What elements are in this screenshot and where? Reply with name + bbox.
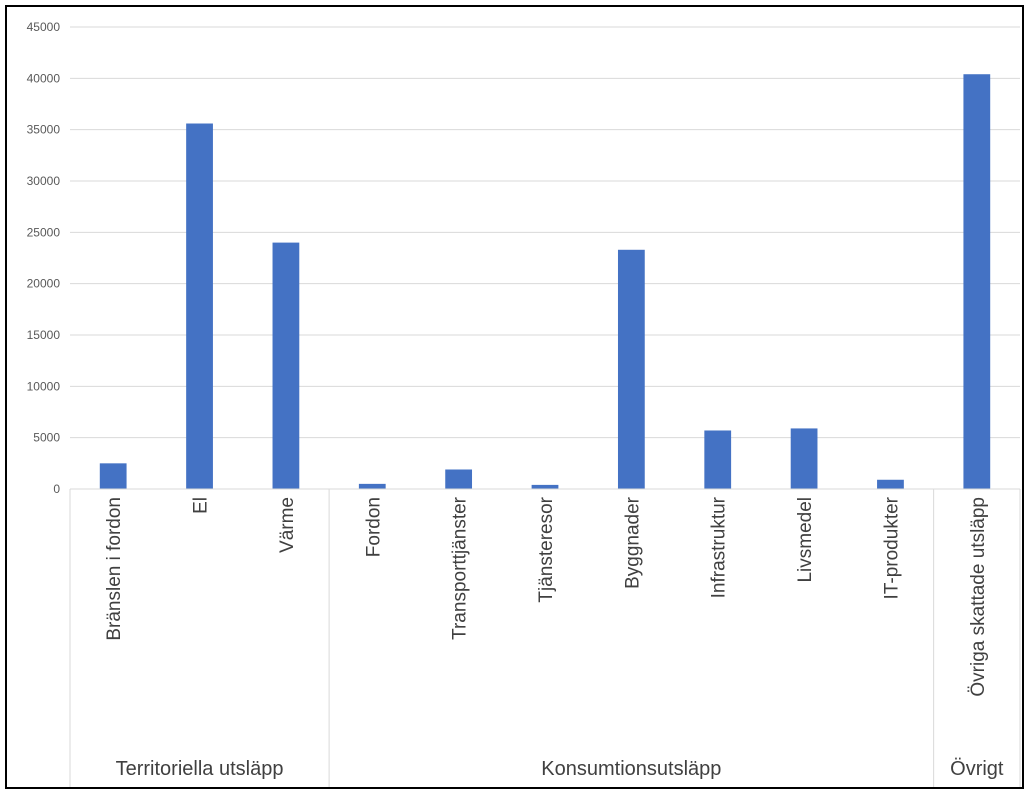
bar	[99, 463, 127, 489]
x-tick-label: Tjänsteresor	[536, 496, 557, 602]
y-tick-label: 35000	[27, 123, 61, 137]
bar	[445, 469, 473, 489]
x-tick-label: Infrastruktur	[709, 496, 730, 598]
bar-chart: 0 5000 10000 15000 20000 25000 30000 35000 40000…	[27, 20, 1021, 787]
y-tick-label: 25000	[27, 225, 61, 239]
bar	[272, 242, 300, 489]
chart-frame: 0 5000 10000 15000 20000 25000 30000 35000 40000…	[5, 5, 1024, 789]
x-tick-label: El	[191, 497, 212, 514]
x-tick-label: Värme	[277, 497, 298, 553]
bar	[704, 430, 732, 489]
bar	[531, 484, 559, 489]
x-tick-label: Fordon	[363, 497, 384, 557]
y-tick-label: 5000	[33, 431, 60, 445]
x-tick-label: IT-produkter	[881, 496, 902, 599]
x-tick-label: Övriga skattade utsläpp	[968, 497, 989, 697]
y-tick-label: 15000	[27, 328, 61, 342]
x-tick-label: Transporttjänster	[450, 496, 471, 640]
x-tick-label: Livsmedel	[795, 497, 816, 583]
y-tick-label: 0	[53, 482, 60, 496]
group-label: Övrigt	[950, 758, 1004, 780]
y-tick-label: 20000	[27, 277, 61, 291]
bar	[963, 74, 991, 489]
bar	[877, 479, 904, 489]
x-tick-label: Byggnader	[622, 496, 643, 589]
bar	[358, 483, 386, 489]
bar	[617, 249, 645, 489]
group-label: Konsumtionsutsläpp	[541, 758, 721, 780]
y-tick-label: 40000	[27, 71, 61, 85]
bar	[186, 123, 213, 490]
y-tick-label: 30000	[27, 174, 61, 188]
y-tick-label: 45000	[27, 20, 61, 34]
x-tick-label: Bränslen i fordon	[104, 497, 125, 641]
bar	[790, 428, 818, 489]
y-tick-label: 10000	[27, 379, 61, 393]
group-label: Territoriella utsläpp	[116, 758, 284, 780]
